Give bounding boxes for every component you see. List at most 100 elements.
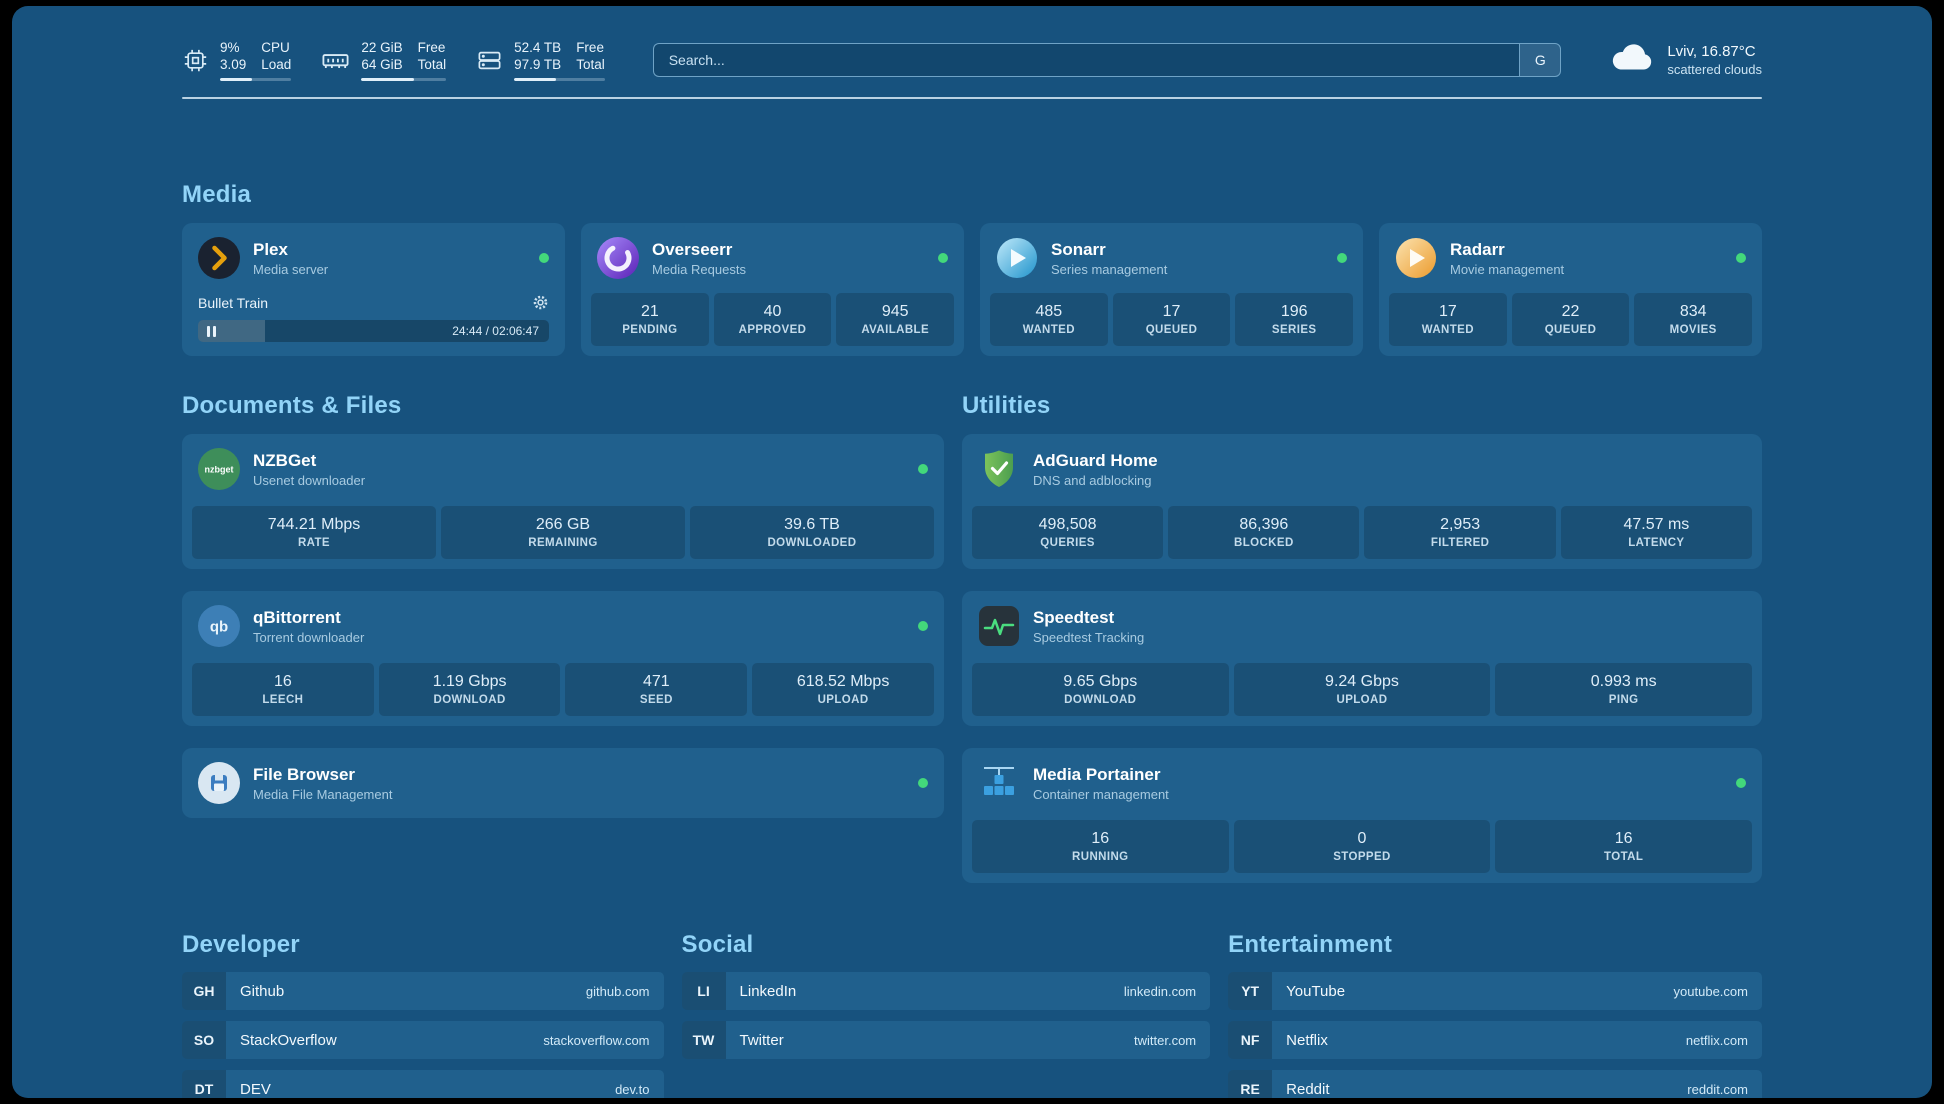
gear-icon[interactable] (532, 294, 549, 311)
qbittorrent-title: qBittorrent (253, 607, 341, 627)
bookmark-url: netflix.com (1685, 1032, 1748, 1048)
stat-label: MOVIES (1669, 324, 1717, 336)
speedtest-stat-ping: 0.993 ms PING (1495, 663, 1752, 716)
radarr-stat-wanted: 17 WANTED (1389, 293, 1507, 346)
adguard-title: AdGuard Home (1032, 450, 1158, 470)
weather-location: Lviv, 16.87°C (1667, 43, 1756, 60)
cpu-usage-bar (220, 78, 292, 81)
bookmark-abbr: RE (1228, 1070, 1273, 1098)
cpu-usage-label: CPU (261, 40, 290, 55)
qbittorrent-subtitle: Torrent downloader (253, 629, 365, 645)
adguard-card-header[interactable]: AdGuard Home DNS and adblocking (962, 434, 1762, 504)
plex-status-dot (539, 253, 549, 263)
bookmark-reddit[interactable]: RE Reddit reddit.com (1228, 1070, 1762, 1098)
weather-widget: Lviv, 16.87°C scattered clouds (1609, 42, 1762, 79)
sonarr-card-header[interactable]: Sonarr Series management (980, 223, 1363, 293)
disk-free-value: 52.4 TB (514, 40, 562, 55)
documents-column: Documents & Files nzbget NZBGet Usenet d… (182, 392, 944, 840)
bookmark-abbr: SO (182, 1021, 226, 1059)
bookmark-linkedin[interactable]: LI LinkedIn linkedin.com (681, 972, 1211, 1010)
speedtest-card-header[interactable]: Speedtest Speedtest Tracking (962, 591, 1762, 661)
stat-label: QUERIES (1040, 537, 1095, 549)
pause-icon[interactable] (207, 325, 216, 337)
bookmark-abbr: LI (681, 972, 726, 1010)
bookmarks-developer: Developer GH Github github.com SO StackO… (182, 931, 664, 1098)
stat-label: PENDING (622, 324, 678, 336)
disk-total-label: Total (576, 57, 605, 72)
stat-value: 498,508 (1038, 516, 1097, 533)
plex-now-playing: Bullet Train (198, 294, 269, 311)
overseerr-status-dot (938, 253, 948, 263)
filebrowser-title: File Browser (253, 764, 356, 784)
nzbget-stat-downloaded: 39.6 TB DOWNLOADED (689, 506, 934, 559)
nzbget-card: nzbget NZBGet Usenet downloader 744.21 M… (182, 434, 944, 569)
radarr-card: Radarr Movie management 17 WANTED 22 QUE… (1379, 223, 1762, 356)
speedtest-card: Speedtest Speedtest Tracking 9.65 Gbps D… (961, 591, 1762, 726)
portainer-stat-running: 16 RUNNING (971, 820, 1229, 873)
search-input[interactable] (652, 43, 1520, 77)
sonarr-title: Sonarr (1051, 239, 1106, 259)
bookmark-stackoverflow[interactable]: SO StackOverflow stackoverflow.com (182, 1021, 664, 1059)
stat-value: 16 (1614, 830, 1633, 847)
memory-total-label: Total (417, 57, 447, 72)
overseerr-icon (597, 237, 639, 279)
topbar: 9% 3.09 CPU Load (182, 36, 1762, 84)
bookmark-url: twitter.com (1134, 1032, 1197, 1048)
stat-value: 86,396 (1239, 516, 1289, 533)
bookmark-twitter[interactable]: TW Twitter twitter.com (681, 1021, 1211, 1059)
filebrowser-card-header[interactable]: File Browser Media File Management (182, 748, 944, 818)
radarr-title: Radarr (1450, 239, 1505, 259)
sonarr-icon (996, 237, 1038, 279)
search-engine-button[interactable]: G (1519, 43, 1562, 77)
filebrowser-subtitle: Media File Management (253, 786, 393, 802)
bookmark-name: Reddit (1286, 1080, 1330, 1098)
bookmark-dev[interactable]: DT DEV dev.to (182, 1070, 664, 1098)
filebrowser-card: File Browser Media File Management (182, 748, 944, 818)
stat-label: DOWNLOAD (1064, 694, 1137, 706)
overseerr-card-header[interactable]: Overseerr Media Requests (581, 223, 964, 293)
nzbget-card-header[interactable]: nzbget NZBGet Usenet downloader (182, 434, 944, 504)
stat-label: QUEUED (1145, 324, 1198, 336)
adguard-card: AdGuard Home DNS and adblocking 498,508 … (961, 434, 1762, 569)
stat-value: 21 (640, 303, 659, 320)
speedtest-title: Speedtest (1032, 607, 1115, 627)
stat-value: 16 (273, 673, 292, 690)
adguard-stat-queries: 498,508 QUERIES (971, 506, 1164, 559)
sonarr-stat-queued: 17 QUEUED (1112, 293, 1231, 346)
qbittorrent-stat-download: 1.19 Gbps DOWNLOAD (378, 663, 561, 716)
stat-value: 471 (642, 673, 670, 690)
stat-label: APPROVED (738, 324, 807, 336)
stat-value: 17 (1162, 303, 1181, 320)
portainer-title: Media Portainer (1032, 764, 1161, 784)
stat-value: 744.21 Mbps (267, 516, 361, 533)
qbittorrent-card-header[interactable]: qb qBittorrent Torrent downloader (182, 591, 944, 661)
developer-heading: Developer (182, 931, 300, 958)
bookmark-youtube[interactable]: YT YouTube youtube.com (1228, 972, 1762, 1010)
bookmark-name: LinkedIn (739, 982, 797, 1000)
overseerr-title: Overseerr (652, 239, 733, 259)
bookmark-name: StackOverflow (240, 1031, 337, 1049)
stat-label: TOTAL (1604, 851, 1644, 863)
dashboard-page: 9% 3.09 CPU Load (12, 6, 1932, 1098)
nzbget-stat-remaining: 266 GB REMAINING (440, 506, 685, 559)
memory-total-value: 64 GiB (361, 57, 403, 72)
plex-card-header[interactable]: Plex Media server (182, 223, 565, 293)
media-section: Media Plex Media server (182, 181, 1762, 356)
portainer-card-header[interactable]: Media Portainer Container management (962, 748, 1762, 818)
bookmark-url: stackoverflow.com (543, 1032, 650, 1048)
radarr-stat-queued: 22 QUEUED (1511, 293, 1630, 346)
radarr-card-header[interactable]: Radarr Movie management (1379, 223, 1762, 293)
weather-condition: scattered clouds (1667, 62, 1762, 77)
cpu-icon (182, 47, 209, 74)
portainer-stat-stopped: 0 STOPPED (1233, 820, 1491, 873)
stat-label: AVAILABLE (861, 324, 930, 336)
radarr-icon (1395, 237, 1437, 279)
portainer-card: Media Portainer Container management 16 … (961, 748, 1762, 883)
stat-value: 47.57 ms (1623, 516, 1690, 533)
bookmark-abbr: GH (182, 972, 226, 1010)
bookmark-github[interactable]: GH Github github.com (182, 972, 664, 1010)
plex-progress-bar[interactable]: 24:44 / 02:06:47 (198, 320, 549, 342)
bookmark-netflix[interactable]: NF Netflix netflix.com (1228, 1021, 1762, 1059)
stat-label: RATE (297, 537, 331, 549)
stat-label: FILTERED (1430, 537, 1490, 549)
